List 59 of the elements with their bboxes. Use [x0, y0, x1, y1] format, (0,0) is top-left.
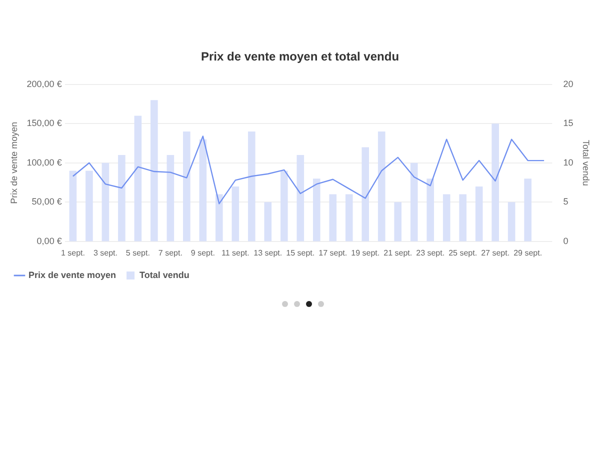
bar	[134, 116, 142, 242]
x-tick-label: 9 sept.	[190, 248, 215, 258]
legend-label: Total vendu	[140, 270, 190, 280]
x-tick-label: 11 sept.	[221, 248, 250, 258]
bar	[459, 194, 466, 242]
bar	[296, 155, 304, 242]
bar	[166, 155, 174, 242]
chart-title: Prix de vente moyen et total vendu	[200, 50, 400, 64]
bar	[150, 100, 158, 242]
bar	[410, 162, 418, 242]
x-tick-label: 13 sept.	[254, 248, 282, 258]
bar	[280, 170, 288, 242]
y-tick-label: 0,00 €	[36, 236, 62, 246]
bar	[183, 132, 190, 242]
x-tick-label: 17 sept.	[318, 248, 348, 258]
bar	[264, 202, 272, 242]
x-tick-label: 1 sept.	[60, 248, 85, 258]
bar	[378, 132, 386, 242]
y2-tick-label: 5	[563, 196, 568, 207]
bar	[508, 202, 516, 242]
bar	[86, 170, 93, 242]
x-tick-label: 15 sept.	[286, 248, 315, 258]
bar	[102, 162, 110, 242]
bar	[232, 186, 240, 242]
x-tick-label: 23 sept.	[416, 248, 445, 258]
bar	[118, 155, 126, 242]
bar	[312, 178, 320, 242]
y2-tick-label: 15	[563, 118, 574, 128]
bar	[345, 194, 353, 242]
x-tick-label: 5 sept.	[126, 248, 150, 258]
x-tick-label: 19 sept.	[351, 248, 380, 258]
y2-tick-label: 0	[563, 236, 568, 246]
y2-axis-title: Total vendu	[581, 140, 592, 186]
x-tick-label: 7 sept.	[158, 248, 182, 258]
bar	[492, 124, 499, 242]
bar	[475, 186, 483, 242]
bar	[216, 194, 223, 242]
bar	[426, 178, 434, 242]
legend-label: Prix de vente moyen	[28, 270, 116, 280]
x-tick-label: 29 sept.	[514, 248, 542, 258]
y2-tick-label: 20	[563, 78, 574, 89]
bar	[362, 147, 370, 242]
y-axis-title: Prix de vente moyen	[8, 122, 19, 204]
bar	[442, 194, 450, 242]
bar	[199, 139, 207, 242]
bar	[524, 178, 532, 242]
y2-tick-label: 10	[563, 157, 574, 168]
y-tick-label: 50,00 €	[32, 196, 62, 207]
bar	[329, 194, 337, 242]
x-tick-label: 3 sept.	[93, 248, 118, 258]
x-tick-label: 27 sept.	[481, 248, 510, 258]
bar	[248, 132, 256, 242]
y-tick-label: 100,00 €	[26, 157, 62, 168]
bar	[69, 170, 77, 242]
y-tick-label: 200,00 €	[26, 78, 62, 89]
x-tick-label: 25 sept.	[448, 248, 478, 258]
bar	[394, 202, 402, 242]
x-tick-label: 21 sept.	[384, 248, 412, 258]
y-tick-label: 150,00 €	[26, 118, 62, 128]
